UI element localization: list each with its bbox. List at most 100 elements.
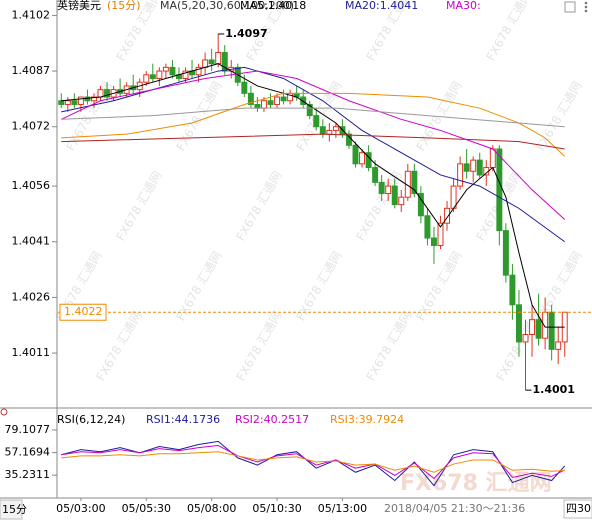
candle-body — [450, 185, 457, 209]
y-tick-label: 79.1077 — [5, 423, 51, 436]
candle-body — [555, 341, 562, 350]
x-tick-label: 05/05:30 — [122, 502, 171, 515]
candle-body — [267, 100, 274, 105]
candle-body — [280, 96, 287, 102]
candle-body — [241, 81, 248, 94]
series-line — [61, 63, 565, 328]
y-tick-label: 35.2311 — [5, 468, 51, 481]
y-tick-label: 57.1694 — [5, 446, 51, 459]
candle-body — [332, 126, 339, 131]
legend-entry: RSI2:40.2517 — [235, 413, 309, 426]
candle-body — [535, 319, 542, 339]
candle-body — [306, 103, 313, 117]
candle-body — [509, 274, 516, 306]
legend-entry: MA20:1.4041 — [345, 0, 418, 12]
series-line — [61, 70, 566, 220]
series-line — [61, 133, 565, 150]
candle-body — [522, 334, 529, 343]
last-price-label: 1.4022 — [64, 305, 103, 318]
candle-body — [221, 52, 228, 72]
candle-body — [182, 70, 189, 79]
ma-label: MA(5,20,30,60,100,200) — [160, 0, 294, 12]
legend-entry: RSI1:44.1736 — [146, 413, 220, 426]
candle-body — [300, 96, 307, 105]
candle-body — [529, 319, 536, 336]
candle-body — [202, 59, 209, 68]
candle-body — [195, 66, 202, 76]
candle-body — [444, 207, 451, 224]
candle-body — [260, 100, 267, 109]
annotation-label: 1.4097 — [225, 27, 267, 40]
dot — [584, 5, 588, 9]
candle-body — [274, 96, 281, 105]
candle-body — [398, 196, 405, 206]
candle-body — [417, 193, 424, 217]
cursor-time: 2018/04/05 21:30～21:36 — [384, 502, 525, 515]
period: (15分) — [107, 0, 141, 12]
candle-body — [411, 170, 418, 195]
candle-body — [254, 103, 261, 109]
candle-body — [489, 148, 496, 169]
series-line — [61, 66, 566, 243]
candle-body — [71, 100, 78, 105]
candle-body — [319, 126, 326, 135]
series-line — [61, 107, 565, 128]
candle-body — [143, 74, 150, 83]
legend-entry: MA30: — [446, 0, 481, 12]
series-line — [61, 92, 566, 157]
panel-icon[interactable] — [0, 408, 8, 416]
candle-body — [515, 304, 522, 343]
edge-box — [563, 499, 592, 519]
y-tick-label: 1.4056 — [12, 179, 51, 192]
period-button-label[interactable]: 15分 — [2, 503, 27, 516]
candle-body — [77, 96, 84, 105]
annotation-label: 1.4001 — [533, 383, 575, 396]
period-button[interactable] — [0, 499, 23, 520]
legend-entry: RSI(6,12,24) — [57, 413, 125, 426]
candle-body — [247, 92, 254, 105]
candle-body — [156, 70, 163, 79]
legend-entry: RSI3:39.7924 — [330, 413, 404, 426]
candle-body — [58, 100, 65, 105]
series-line — [61, 451, 565, 473]
y-tick-label: 1.4072 — [12, 120, 51, 133]
last-price-box — [59, 303, 107, 321]
candle-body — [542, 311, 549, 339]
y-tick-label: 1.4102 — [12, 8, 51, 21]
candle-body — [470, 159, 477, 172]
candle-body — [97, 89, 104, 98]
title: 英镑美元 — [57, 0, 101, 12]
candle-body — [437, 222, 444, 246]
candle-body — [502, 230, 509, 276]
series-line — [61, 440, 566, 487]
watermark-logo: FX678 汇通网 — [400, 471, 552, 496]
candle-body — [90, 96, 97, 102]
x-tick-label: 05/13:00 — [318, 502, 367, 515]
candle-body — [476, 159, 483, 176]
settings-checkbox[interactable] — [564, 1, 576, 13]
dot — [584, 9, 588, 13]
candle-body — [313, 115, 320, 128]
candle-body — [359, 152, 366, 165]
candle-body — [457, 163, 464, 187]
candle-body — [208, 59, 215, 65]
candle-body — [345, 133, 352, 146]
candle-body — [149, 74, 156, 79]
menu-dots[interactable] — [584, 1, 588, 13]
dot — [584, 1, 588, 5]
candle-body — [378, 181, 385, 195]
candle-body — [326, 129, 333, 135]
candle-body — [463, 163, 470, 172]
x-tick-label: 05/03:00 — [56, 502, 105, 515]
candle-body — [391, 185, 398, 206]
candle-body — [424, 215, 431, 239]
candle-body — [104, 89, 111, 98]
y-tick-label: 1.4026 — [12, 290, 51, 303]
edge-label: 四30 — [566, 502, 591, 515]
legend-entry: MA5:1.4018 — [240, 0, 306, 12]
candle-body — [496, 148, 503, 232]
candle-body — [169, 66, 176, 76]
candle-body — [215, 52, 222, 65]
